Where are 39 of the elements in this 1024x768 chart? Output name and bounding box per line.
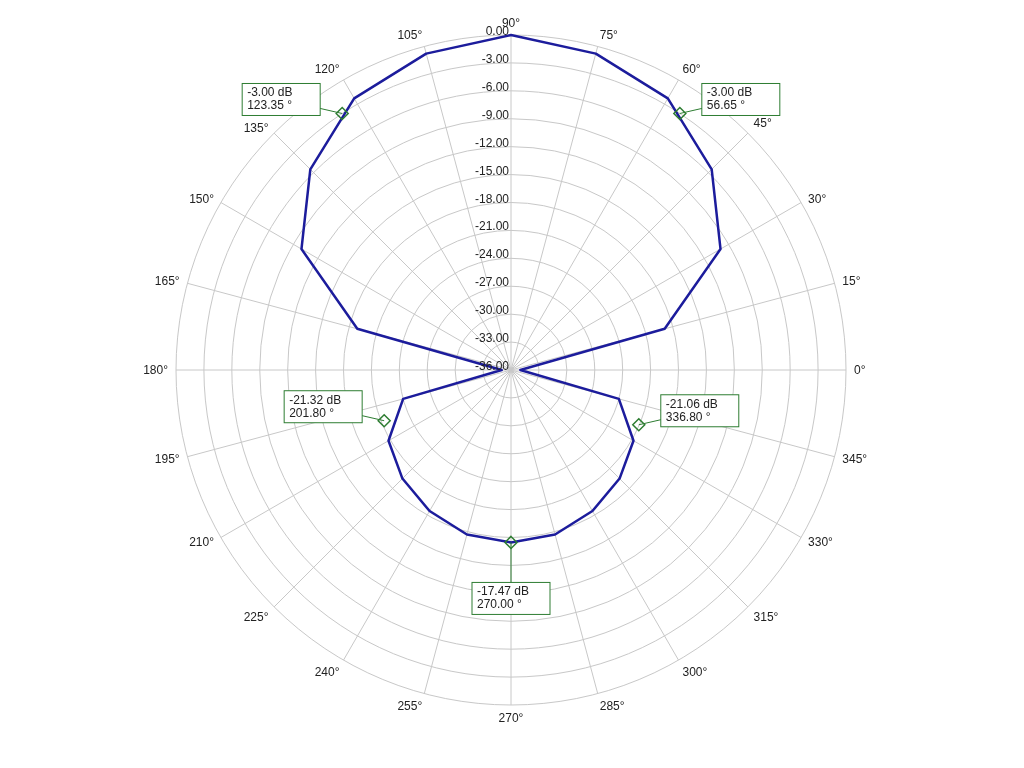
- spoke-label: 315°: [753, 610, 779, 625]
- y-tick-label: -6.00: [481, 79, 510, 94]
- text: -21.32 dB 201.80 °: [289, 392, 342, 420]
- y-tick-label: -30.00: [474, 303, 510, 318]
- spoke-label: 0°: [854, 363, 866, 378]
- text: -21.06 dB 336.80 °: [665, 396, 718, 424]
- spoke-label: 210°: [189, 534, 215, 549]
- spoke-label: 135°: [243, 120, 269, 135]
- y-tick-label: -9.00: [481, 107, 510, 122]
- spoke-label: 165°: [154, 274, 180, 289]
- y-tick-label: -15.00: [474, 163, 510, 178]
- spoke-label: 270°: [498, 710, 524, 725]
- y-tick-label: -24.00: [474, 247, 510, 262]
- text: -17.47 dB 270.00 °: [477, 584, 530, 612]
- spoke-label: 105°: [397, 27, 423, 42]
- text: -3.00 dB 123.35 °: [247, 85, 293, 113]
- y-tick-label: -12.00: [474, 135, 510, 150]
- spoke-label: 45°: [753, 116, 772, 131]
- spoke-label: 75°: [599, 27, 619, 42]
- spoke-label: 180°: [143, 363, 169, 378]
- spoke-label: 195°: [154, 452, 180, 467]
- y-tick-label: -27.00: [474, 275, 510, 290]
- spoke-label: 345°: [842, 452, 868, 467]
- y-tick-label: -33.00: [474, 331, 510, 346]
- spoke-label: 300°: [682, 664, 708, 679]
- spoke-label: 225°: [243, 610, 269, 625]
- spoke-label: 240°: [314, 664, 340, 679]
- spoke-label: 60°: [682, 61, 701, 76]
- y-tick-label: -3.00: [481, 51, 510, 66]
- text: -3.00 dB 56.65 °: [706, 85, 753, 113]
- spoke-label: 285°: [599, 698, 625, 713]
- spoke-label: 150°: [189, 191, 215, 206]
- y-tick-label: -18.00: [474, 191, 510, 206]
- spoke-label: 15°: [842, 274, 861, 289]
- spoke-label: 255°: [397, 698, 423, 713]
- spoke-label: 30°: [808, 191, 827, 206]
- y-tick-label: -21.00: [474, 219, 510, 234]
- spoke-label: 120°: [314, 61, 340, 76]
- spoke-label: 330°: [808, 534, 834, 549]
